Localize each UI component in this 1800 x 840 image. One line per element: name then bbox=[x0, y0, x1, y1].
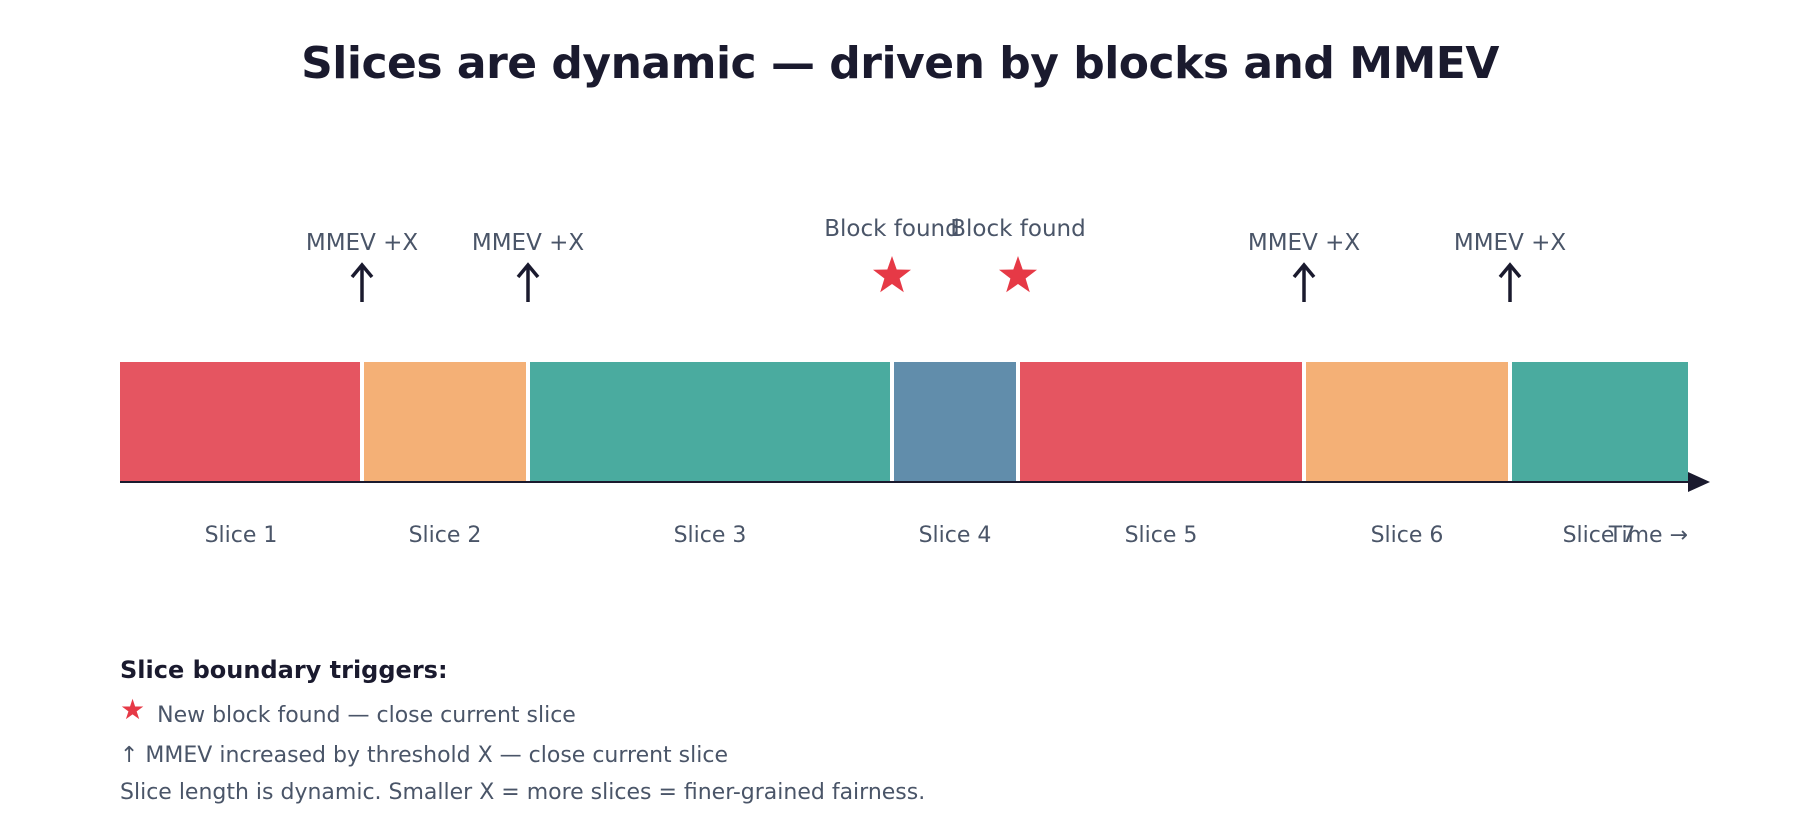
axis-label: Time → bbox=[1608, 523, 1688, 548]
up-arrow-icon bbox=[350, 262, 374, 302]
up-arrow-icon bbox=[1498, 262, 1522, 302]
axis-arrowhead-icon bbox=[1688, 472, 1710, 492]
slice-label: Slice 3 bbox=[674, 523, 747, 548]
legend-block-text: New block found — close current slice bbox=[157, 703, 576, 728]
slice-label: Slice 4 bbox=[919, 523, 992, 548]
mmev-label: MMEV +X bbox=[1454, 230, 1567, 256]
up-arrow-icon bbox=[516, 262, 540, 302]
slice-block bbox=[1306, 362, 1508, 482]
block-found-label: Block found bbox=[950, 216, 1085, 242]
star-icon bbox=[999, 256, 1037, 293]
page-title: Slices are dynamic — driven by blocks an… bbox=[301, 38, 1499, 89]
legend: Slice boundary triggers: ★ New block fou… bbox=[120, 656, 925, 805]
star-icon bbox=[873, 256, 911, 293]
legend-row-block: ★ New block found — close current slice bbox=[120, 696, 925, 736]
slice-block bbox=[364, 362, 526, 482]
slice-block bbox=[894, 362, 1016, 482]
slices-layer bbox=[120, 362, 1688, 482]
star-icon: ★ bbox=[120, 693, 146, 726]
slice-label: Slice 7 bbox=[1563, 523, 1636, 548]
slice-block bbox=[1020, 362, 1302, 482]
slice-block bbox=[1512, 362, 1688, 482]
legend-heading: Slice boundary triggers: bbox=[120, 656, 448, 684]
slice-block bbox=[530, 362, 890, 482]
slice-labels: Slice 1 Slice 2 Slice 3 Slice 4 Slice 5 Slice… bbox=[205, 523, 1636, 548]
block-found-label: Block found bbox=[824, 216, 959, 242]
slice-label: Slice 1 bbox=[205, 523, 278, 548]
slice-block bbox=[120, 362, 360, 482]
slice-label: Slice 5 bbox=[1125, 523, 1198, 548]
legend-row-mmev: ↑ MMEV increased by threshold X — close … bbox=[120, 736, 925, 776]
legend-note: Slice length is dynamic. Smaller X = mor… bbox=[120, 780, 926, 805]
slice-label: Slice 2 bbox=[409, 523, 482, 548]
slice-label: Slice 6 bbox=[1371, 523, 1444, 548]
mmev-label: MMEV +X bbox=[472, 230, 585, 256]
time-axis: Time → bbox=[120, 472, 1710, 548]
up-arrow-icon bbox=[1292, 262, 1316, 302]
legend-mmev-text: ↑ MMEV increased by threshold X — close … bbox=[120, 743, 728, 768]
mmev-label: MMEV +X bbox=[306, 230, 419, 256]
mmev-label: MMEV +X bbox=[1248, 230, 1361, 256]
